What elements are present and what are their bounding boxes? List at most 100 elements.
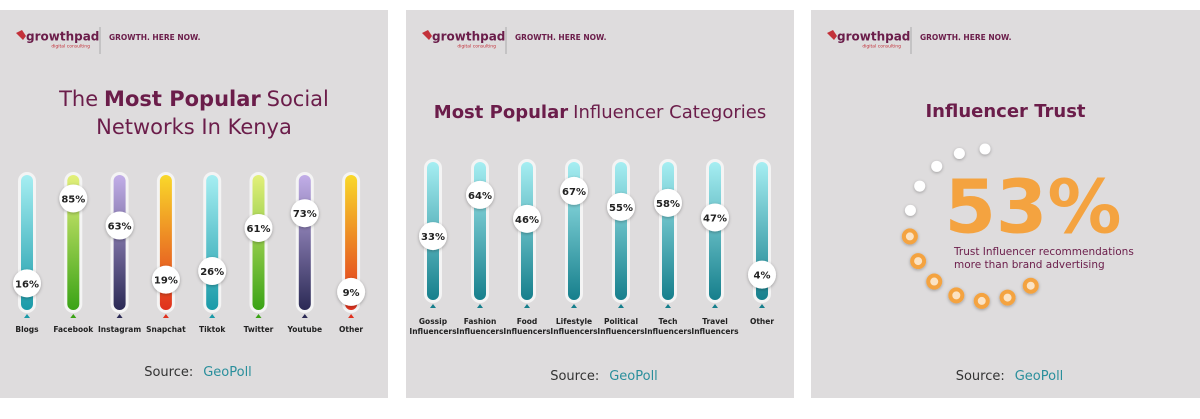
title-run: Most Popular (434, 102, 568, 123)
tube (615, 162, 627, 300)
gauge-value: 53% (944, 165, 1121, 251)
source-label: Source: (956, 369, 1005, 384)
gauge-dots (901, 143, 1039, 309)
title-run: Networks In Kenya (96, 115, 292, 139)
tube-pointer (24, 314, 30, 318)
value-label: 67% (562, 187, 586, 198)
value-marker (419, 222, 447, 251)
value-marker (290, 199, 319, 228)
x-tick-label: Political Influencers (597, 317, 645, 336)
tube-pointer (348, 314, 355, 318)
value-marker (151, 265, 180, 294)
x-tick-label: Snapchat (146, 325, 186, 334)
value-label: 26% (200, 267, 224, 278)
gauge-dot-off (904, 204, 916, 216)
tube-pointer (209, 314, 216, 318)
logo-icon (16, 30, 26, 40)
chart-title: Most Popular Influencer Categories (434, 102, 766, 123)
gauge-dot-off (914, 180, 926, 192)
tube (345, 175, 358, 310)
tube-pointer (301, 314, 308, 318)
x-tick-label: Fashion Influencers (456, 317, 504, 336)
x-tick-label: Blogs (15, 325, 39, 334)
chart-title: Influencer Trust (925, 101, 1085, 122)
gauge-dot-on (999, 289, 1016, 306)
value-marker (466, 180, 494, 209)
logo-icon (422, 30, 432, 40)
tube-pointer (116, 314, 123, 318)
value-label: 19% (154, 276, 178, 287)
title-run: Most Popular (104, 87, 261, 111)
tube-pointer (524, 304, 530, 308)
slogan: GROWTH. HERE NOW. (515, 33, 607, 42)
x-tick-label: Food Influencers (503, 317, 551, 336)
source-label: Source: (144, 365, 193, 380)
value-label: 58% (656, 199, 680, 210)
tube-pointer (477, 304, 483, 308)
value-label: 55% (609, 203, 633, 214)
value-marker (105, 211, 134, 240)
x-tick-label: Other (750, 317, 774, 326)
tube (662, 162, 674, 300)
source: Source: GeoPoll (144, 365, 252, 380)
value-label: 61% (247, 224, 271, 235)
x-tick-label: Tech Influencers (644, 317, 692, 336)
value-marker (654, 188, 682, 217)
brand-tagline: digital consulting (457, 44, 496, 50)
gauge-dot-on (926, 273, 943, 290)
tube-pointer (70, 314, 77, 318)
brand-tagline: digital consulting (51, 44, 90, 50)
brand-tagline: digital consulting (862, 44, 901, 50)
x-tick-label: Travel Influencers (691, 317, 739, 336)
brand: growthpad (837, 30, 910, 44)
source-name: GeoPoll (609, 369, 658, 384)
tube (206, 175, 219, 310)
value-label: 73% (293, 209, 317, 220)
gauge-dot-off (979, 143, 991, 155)
value-label: 47% (703, 213, 727, 224)
x-tick-label: Lifestyle Influencers (550, 317, 598, 336)
x-tick-label: Youtube (286, 325, 322, 334)
tube-pointer (618, 304, 624, 308)
tube-pointer (430, 304, 436, 308)
value-marker (13, 269, 41, 298)
value-marker (513, 204, 541, 233)
x-tick-label: Twitter (244, 325, 274, 334)
x-tick-label: Tiktok (199, 325, 226, 334)
x-tick-label: Facebook (53, 325, 94, 334)
gauge-dot-off (931, 160, 943, 172)
source-label: Source: (550, 369, 599, 384)
source-name: GeoPoll (1015, 369, 1064, 384)
value-label: 85% (61, 194, 85, 205)
value-label: 9% (343, 288, 360, 299)
slogan: GROWTH. HERE NOW. (920, 33, 1012, 42)
value-label: 4% (754, 271, 771, 282)
value-marker (198, 257, 227, 286)
tube-pointer (255, 314, 262, 318)
value-marker (560, 176, 588, 205)
brand: growthpad (26, 30, 99, 44)
tube-pointer (665, 304, 671, 308)
panel-bg (811, 10, 1200, 398)
panel-bg (0, 10, 388, 398)
tube (298, 175, 311, 310)
value-label: 63% (108, 222, 132, 233)
tube-pointer (759, 304, 765, 308)
panel-bg (406, 10, 794, 398)
x-tick-label: Gossip Influencers (409, 317, 457, 336)
x-tick-label: Other (339, 325, 363, 334)
value-marker (244, 213, 273, 242)
source: Source: GeoPoll (550, 369, 658, 384)
caption: more than brand advertising (954, 259, 1105, 271)
value-marker (337, 277, 366, 306)
gauge-dot-on (973, 292, 990, 309)
gauge-dot-off (953, 147, 965, 159)
source: Source: GeoPoll (956, 369, 1064, 384)
value-marker (607, 192, 635, 221)
tube-pointer (712, 304, 718, 308)
source-name: GeoPoll (203, 365, 252, 380)
value-marker (748, 260, 776, 289)
value-marker (701, 203, 729, 232)
